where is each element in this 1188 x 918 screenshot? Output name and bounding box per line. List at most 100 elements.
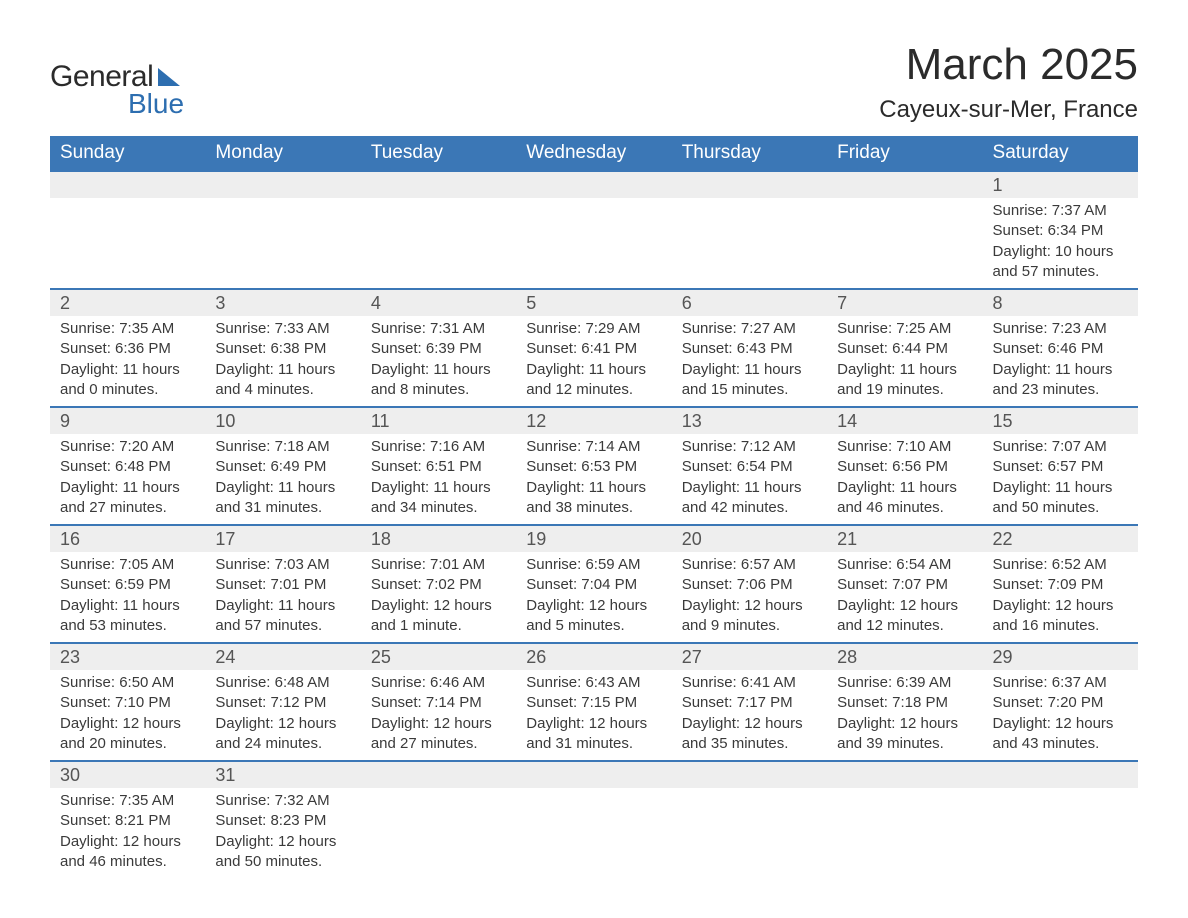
daylight: Daylight: 12 hours and 20 minutes. — [60, 714, 195, 755]
day-number — [827, 762, 982, 788]
sunrise: Sunrise: 6:50 AM — [60, 673, 195, 693]
day-number: 1 — [983, 172, 1138, 198]
calendar-cell: 25Sunrise: 6:46 AMSunset: 7:14 PMDayligh… — [361, 643, 516, 761]
sunset: Sunset: 6:53 PM — [526, 457, 661, 477]
calendar-cell: 21Sunrise: 6:54 AMSunset: 7:07 PMDayligh… — [827, 525, 982, 643]
sunset: Sunset: 6:46 PM — [993, 339, 1128, 359]
day-data: Sunrise: 7:27 AMSunset: 6:43 PMDaylight:… — [672, 316, 827, 406]
day-data — [361, 788, 516, 860]
sunrise: Sunrise: 7:10 AM — [837, 437, 972, 457]
sunrise: Sunrise: 7:27 AM — [682, 319, 817, 339]
daylight: Daylight: 12 hours and 35 minutes. — [682, 714, 817, 755]
calendar-cell: 14Sunrise: 7:10 AMSunset: 6:56 PMDayligh… — [827, 407, 982, 525]
sunset: Sunset: 6:57 PM — [993, 457, 1128, 477]
sunset: Sunset: 7:12 PM — [215, 693, 350, 713]
calendar-cell: 18Sunrise: 7:01 AMSunset: 7:02 PMDayligh… — [361, 525, 516, 643]
calendar-cell — [516, 171, 671, 289]
sunset: Sunset: 8:21 PM — [60, 811, 195, 831]
day-data: Sunrise: 7:12 AMSunset: 6:54 PMDaylight:… — [672, 434, 827, 524]
sunrise: Sunrise: 7:01 AM — [371, 555, 506, 575]
daylight: Daylight: 12 hours and 24 minutes. — [215, 714, 350, 755]
day-number: 27 — [672, 644, 827, 670]
day-number: 13 — [672, 408, 827, 434]
sunrise: Sunrise: 7:23 AM — [993, 319, 1128, 339]
sunrise: Sunrise: 6:48 AM — [215, 673, 350, 693]
day-data: Sunrise: 6:43 AMSunset: 7:15 PMDaylight:… — [516, 670, 671, 760]
daylight: Daylight: 11 hours and 23 minutes. — [993, 360, 1128, 401]
sunrise: Sunrise: 7:20 AM — [60, 437, 195, 457]
sunrise: Sunrise: 7:32 AM — [215, 791, 350, 811]
daylight: Daylight: 11 hours and 0 minutes. — [60, 360, 195, 401]
sunrise: Sunrise: 7:31 AM — [371, 319, 506, 339]
sunrise: Sunrise: 7:03 AM — [215, 555, 350, 575]
sunset: Sunset: 7:02 PM — [371, 575, 506, 595]
calendar-cell: 27Sunrise: 6:41 AMSunset: 7:17 PMDayligh… — [672, 643, 827, 761]
location: Cayeux-sur-Mer, France — [879, 96, 1138, 124]
day-number: 20 — [672, 526, 827, 552]
sunset: Sunset: 6:48 PM — [60, 457, 195, 477]
calendar-cell: 30Sunrise: 7:35 AMSunset: 8:21 PMDayligh… — [50, 761, 205, 878]
daylight: Daylight: 11 hours and 46 minutes. — [837, 478, 972, 519]
day-data: Sunrise: 6:59 AMSunset: 7:04 PMDaylight:… — [516, 552, 671, 642]
calendar-cell: 12Sunrise: 7:14 AMSunset: 6:53 PMDayligh… — [516, 407, 671, 525]
sunrise: Sunrise: 7:05 AM — [60, 555, 195, 575]
day-data: Sunrise: 7:18 AMSunset: 6:49 PMDaylight:… — [205, 434, 360, 524]
sunrise: Sunrise: 7:35 AM — [60, 791, 195, 811]
daylight: Daylight: 11 hours and 42 minutes. — [682, 478, 817, 519]
daylight: Daylight: 12 hours and 12 minutes. — [837, 596, 972, 637]
sunset: Sunset: 8:23 PM — [215, 811, 350, 831]
day-data: Sunrise: 6:39 AMSunset: 7:18 PMDaylight:… — [827, 670, 982, 760]
sunrise: Sunrise: 7:33 AM — [215, 319, 350, 339]
day-number: 2 — [50, 290, 205, 316]
sunrise: Sunrise: 7:07 AM — [993, 437, 1128, 457]
calendar-cell: 4Sunrise: 7:31 AMSunset: 6:39 PMDaylight… — [361, 289, 516, 407]
daylight: Daylight: 12 hours and 46 minutes. — [60, 832, 195, 873]
calendar-cell — [672, 761, 827, 878]
sunset: Sunset: 6:51 PM — [371, 457, 506, 477]
daylight: Daylight: 12 hours and 39 minutes. — [837, 714, 972, 755]
sunset: Sunset: 6:43 PM — [682, 339, 817, 359]
daylight: Daylight: 11 hours and 31 minutes. — [215, 478, 350, 519]
day-data: Sunrise: 7:31 AMSunset: 6:39 PMDaylight:… — [361, 316, 516, 406]
day-data — [827, 198, 982, 270]
calendar-week: 9Sunrise: 7:20 AMSunset: 6:48 PMDaylight… — [50, 407, 1138, 525]
day-number — [516, 762, 671, 788]
calendar-cell: 6Sunrise: 7:27 AMSunset: 6:43 PMDaylight… — [672, 289, 827, 407]
calendar-cell: 22Sunrise: 6:52 AMSunset: 7:09 PMDayligh… — [983, 525, 1138, 643]
weekday-saturday: Saturday — [983, 136, 1138, 171]
sunset: Sunset: 7:10 PM — [60, 693, 195, 713]
calendar-cell: 1Sunrise: 7:37 AMSunset: 6:34 PMDaylight… — [983, 171, 1138, 289]
title-block: March 2025 Cayeux-sur-Mer, France — [879, 40, 1138, 124]
calendar-body: 1Sunrise: 7:37 AMSunset: 6:34 PMDaylight… — [50, 171, 1138, 878]
calendar-cell — [361, 171, 516, 289]
day-data: Sunrise: 7:14 AMSunset: 6:53 PMDaylight:… — [516, 434, 671, 524]
day-data: Sunrise: 7:23 AMSunset: 6:46 PMDaylight:… — [983, 316, 1138, 406]
calendar-cell — [50, 171, 205, 289]
daylight: Daylight: 11 hours and 53 minutes. — [60, 596, 195, 637]
day-number: 4 — [361, 290, 516, 316]
day-data: Sunrise: 7:20 AMSunset: 6:48 PMDaylight:… — [50, 434, 205, 524]
day-data: Sunrise: 7:07 AMSunset: 6:57 PMDaylight:… — [983, 434, 1138, 524]
daylight: Daylight: 11 hours and 19 minutes. — [837, 360, 972, 401]
day-number — [672, 172, 827, 198]
calendar-cell: 31Sunrise: 7:32 AMSunset: 8:23 PMDayligh… — [205, 761, 360, 878]
calendar-cell: 26Sunrise: 6:43 AMSunset: 7:15 PMDayligh… — [516, 643, 671, 761]
day-number: 19 — [516, 526, 671, 552]
sunset: Sunset: 6:56 PM — [837, 457, 972, 477]
day-data: Sunrise: 6:41 AMSunset: 7:17 PMDaylight:… — [672, 670, 827, 760]
sunrise: Sunrise: 7:25 AM — [837, 319, 972, 339]
sunrise: Sunrise: 6:46 AM — [371, 673, 506, 693]
day-data — [50, 198, 205, 270]
calendar-cell: 16Sunrise: 7:05 AMSunset: 6:59 PMDayligh… — [50, 525, 205, 643]
calendar-cell: 19Sunrise: 6:59 AMSunset: 7:04 PMDayligh… — [516, 525, 671, 643]
calendar-week: 2Sunrise: 7:35 AMSunset: 6:36 PMDaylight… — [50, 289, 1138, 407]
day-data: Sunrise: 7:29 AMSunset: 6:41 PMDaylight:… — [516, 316, 671, 406]
sunrise: Sunrise: 7:14 AM — [526, 437, 661, 457]
daylight: Daylight: 11 hours and 34 minutes. — [371, 478, 506, 519]
day-data: Sunrise: 7:35 AMSunset: 8:21 PMDaylight:… — [50, 788, 205, 878]
sunset: Sunset: 6:54 PM — [682, 457, 817, 477]
daylight: Daylight: 11 hours and 15 minutes. — [682, 360, 817, 401]
day-number: 5 — [516, 290, 671, 316]
calendar-cell — [361, 761, 516, 878]
daylight: Daylight: 11 hours and 8 minutes. — [371, 360, 506, 401]
